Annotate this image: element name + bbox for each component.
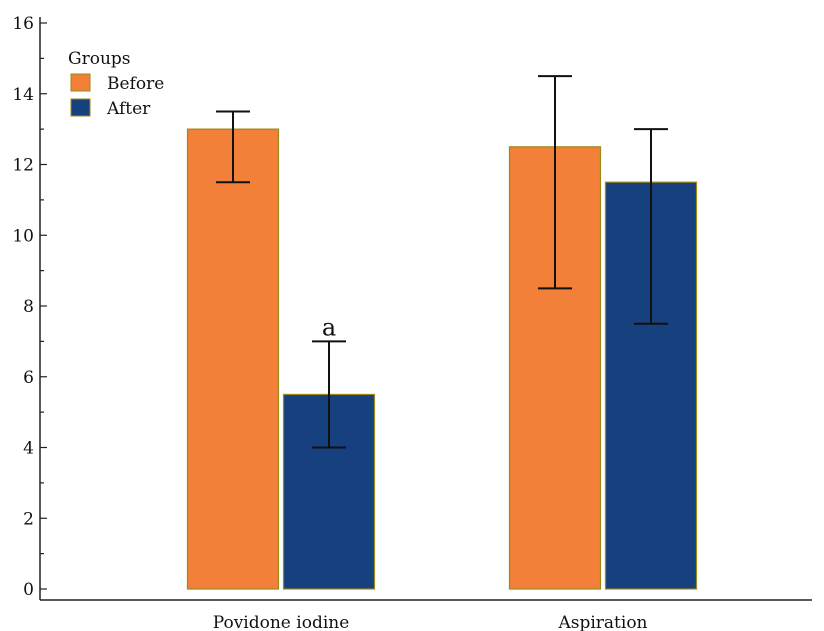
category-label: Aspiration (557, 613, 647, 631)
error-bars (216, 75, 668, 449)
legend-swatch-after (70, 98, 91, 117)
y-tick-label: 16 (12, 14, 34, 34)
legend-label-after: After (106, 99, 151, 119)
y-tick-label: 4 (23, 439, 34, 459)
category-labels: Povidone iodine Aspiration (213, 613, 648, 631)
bars (186, 128, 698, 590)
y-tick-label: 12 (12, 156, 34, 176)
y-tick-label: 8 (23, 297, 34, 317)
y-tick-label: 14 (12, 85, 34, 105)
bar-before-povidone-iodine (186, 128, 280, 590)
y-tick-label: 10 (12, 226, 34, 246)
legend-swatch-before (70, 73, 91, 92)
category-label: Povidone iodine (213, 613, 350, 631)
y-tick-label: 6 (23, 368, 34, 388)
annotations: a (322, 313, 336, 341)
legend-label-before: Before (107, 74, 164, 94)
legend-title: Groups (68, 49, 131, 69)
y-axis: 0 2 4 6 8 10 12 14 16 (12, 14, 47, 600)
legend: Groups Before After (68, 49, 164, 119)
y-tick-label: 2 (23, 509, 34, 529)
significance-annotation: a (322, 313, 336, 341)
y-tick-label: 0 (23, 580, 34, 600)
